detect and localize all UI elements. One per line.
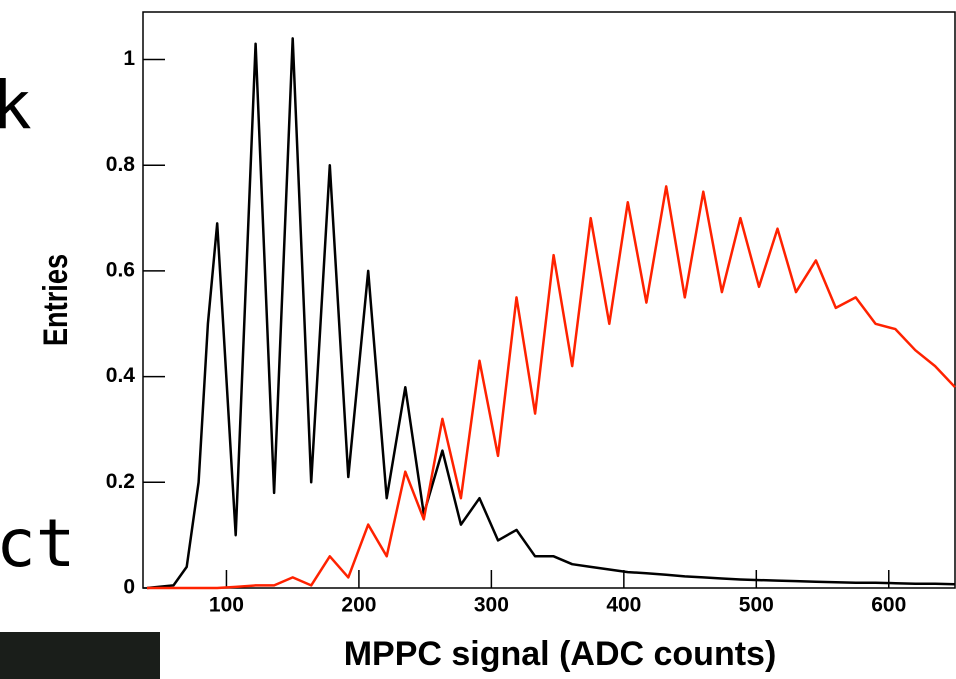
series-line — [147, 185, 956, 590]
x-tick-label: 200 — [341, 594, 376, 617]
y-tick-label: 0.4 — [106, 364, 136, 387]
y-tick-label: 0.2 — [106, 470, 135, 493]
y-tick-label: 0 — [123, 576, 135, 599]
series-line — [146, 37, 956, 590]
x-tick-label: 600 — [871, 594, 906, 617]
photo-fragment — [0, 632, 160, 679]
x-tick-label: 100 — [209, 594, 244, 617]
y-tick-label: 0.8 — [106, 153, 136, 176]
plot-frame — [142, 11, 956, 589]
x-axis-label: MPPC signal (ADC counts) — [344, 635, 777, 673]
x-tick-label: 300 — [474, 594, 509, 617]
y-axis-label: Entries — [36, 254, 75, 346]
y-tick-label: 0.6 — [106, 258, 135, 281]
y-tick-label: 1 — [123, 47, 135, 70]
side-text: ct — [0, 505, 75, 582]
side-text: k — [0, 67, 32, 144]
x-tick-label: 400 — [606, 594, 641, 617]
x-tick-label: 500 — [739, 594, 774, 617]
